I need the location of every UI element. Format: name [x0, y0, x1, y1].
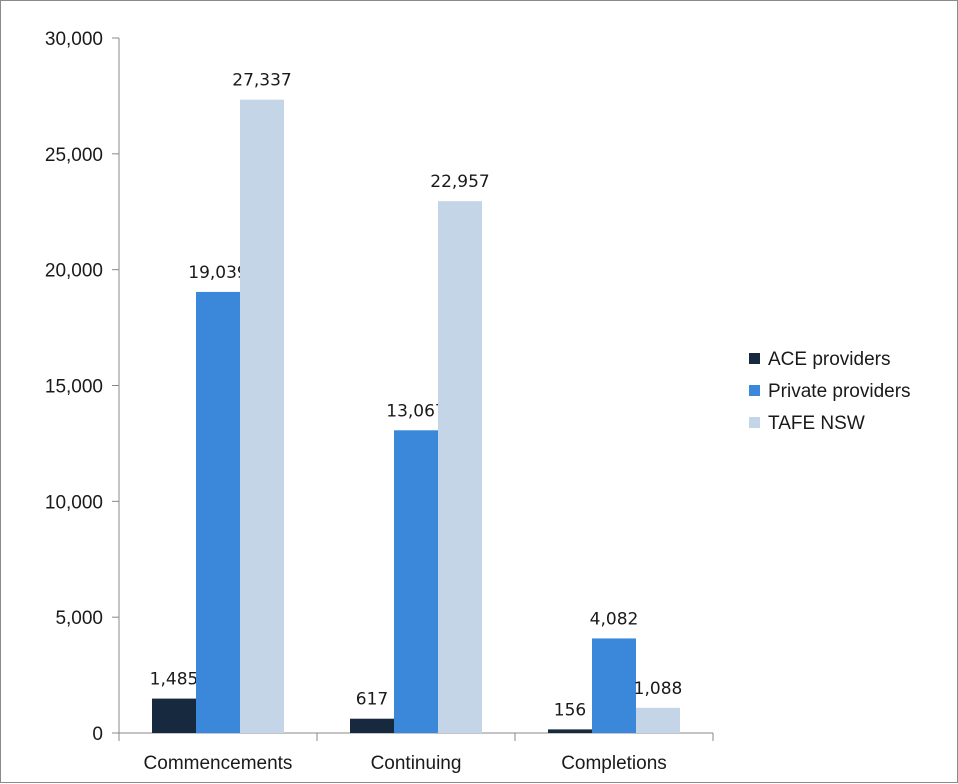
bar	[592, 638, 636, 733]
y-tick-label: 30,000	[45, 29, 103, 50]
legend-swatch	[749, 385, 760, 396]
category-label: Continuing	[371, 753, 462, 774]
legend-swatch	[749, 417, 760, 428]
data-label: 22,957	[430, 172, 489, 192]
data-label: 156	[554, 700, 586, 720]
legend-label: Private providers	[768, 381, 911, 402]
data-label: 19,039	[188, 263, 247, 283]
category-label: Completions	[561, 753, 667, 774]
bar	[438, 201, 482, 733]
y-tick-label: 25,000	[45, 145, 103, 166]
data-label: 4,082	[590, 609, 639, 629]
data-label: 1,485	[150, 670, 199, 690]
bar	[350, 718, 394, 733]
legend-swatch	[749, 353, 760, 364]
bar	[240, 99, 284, 734]
legend-label: TAFE NSW	[768, 413, 865, 434]
data-label: 1,088	[634, 679, 683, 699]
data-label: 27,337	[232, 71, 291, 91]
data-label: 13,067	[386, 401, 445, 421]
y-tick-label: 15,000	[45, 377, 103, 398]
bar	[636, 707, 680, 733]
y-tick-label: 10,000	[45, 492, 103, 513]
y-tick-label: 0	[92, 724, 103, 745]
bar	[152, 698, 196, 733]
category-label: Commencements	[144, 753, 293, 774]
bar	[394, 430, 438, 733]
bar	[548, 729, 592, 733]
data-label: 617	[356, 690, 388, 710]
y-tick-label: 20,000	[45, 261, 103, 282]
bar	[196, 291, 240, 733]
y-tick-label: 5,000	[55, 608, 103, 629]
legend-label: ACE providers	[768, 349, 891, 370]
